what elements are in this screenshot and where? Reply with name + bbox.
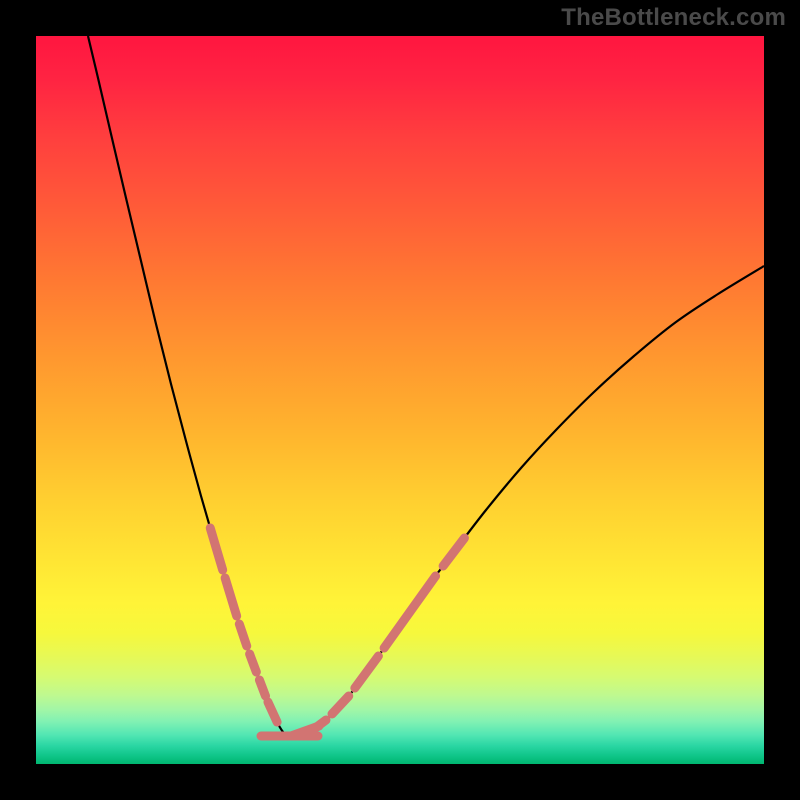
bottleneck-curve [88,36,764,736]
dash-segment [259,680,265,696]
dash-segment [239,624,246,646]
curve-layer [36,36,764,764]
dash-segment [384,576,435,648]
dash-segment [310,720,326,732]
dash-segment [355,656,379,688]
dash-segment [210,528,222,570]
dash-segment [332,696,349,714]
dash-segment [443,538,464,566]
dash-segment [225,578,237,616]
dash-overlay [210,528,464,736]
dash-segment [250,654,257,672]
plot-area [36,36,764,764]
chart-frame: TheBottleneck.com [0,0,800,800]
watermark-text: TheBottleneck.com [561,4,786,32]
dash-segment [268,702,277,722]
